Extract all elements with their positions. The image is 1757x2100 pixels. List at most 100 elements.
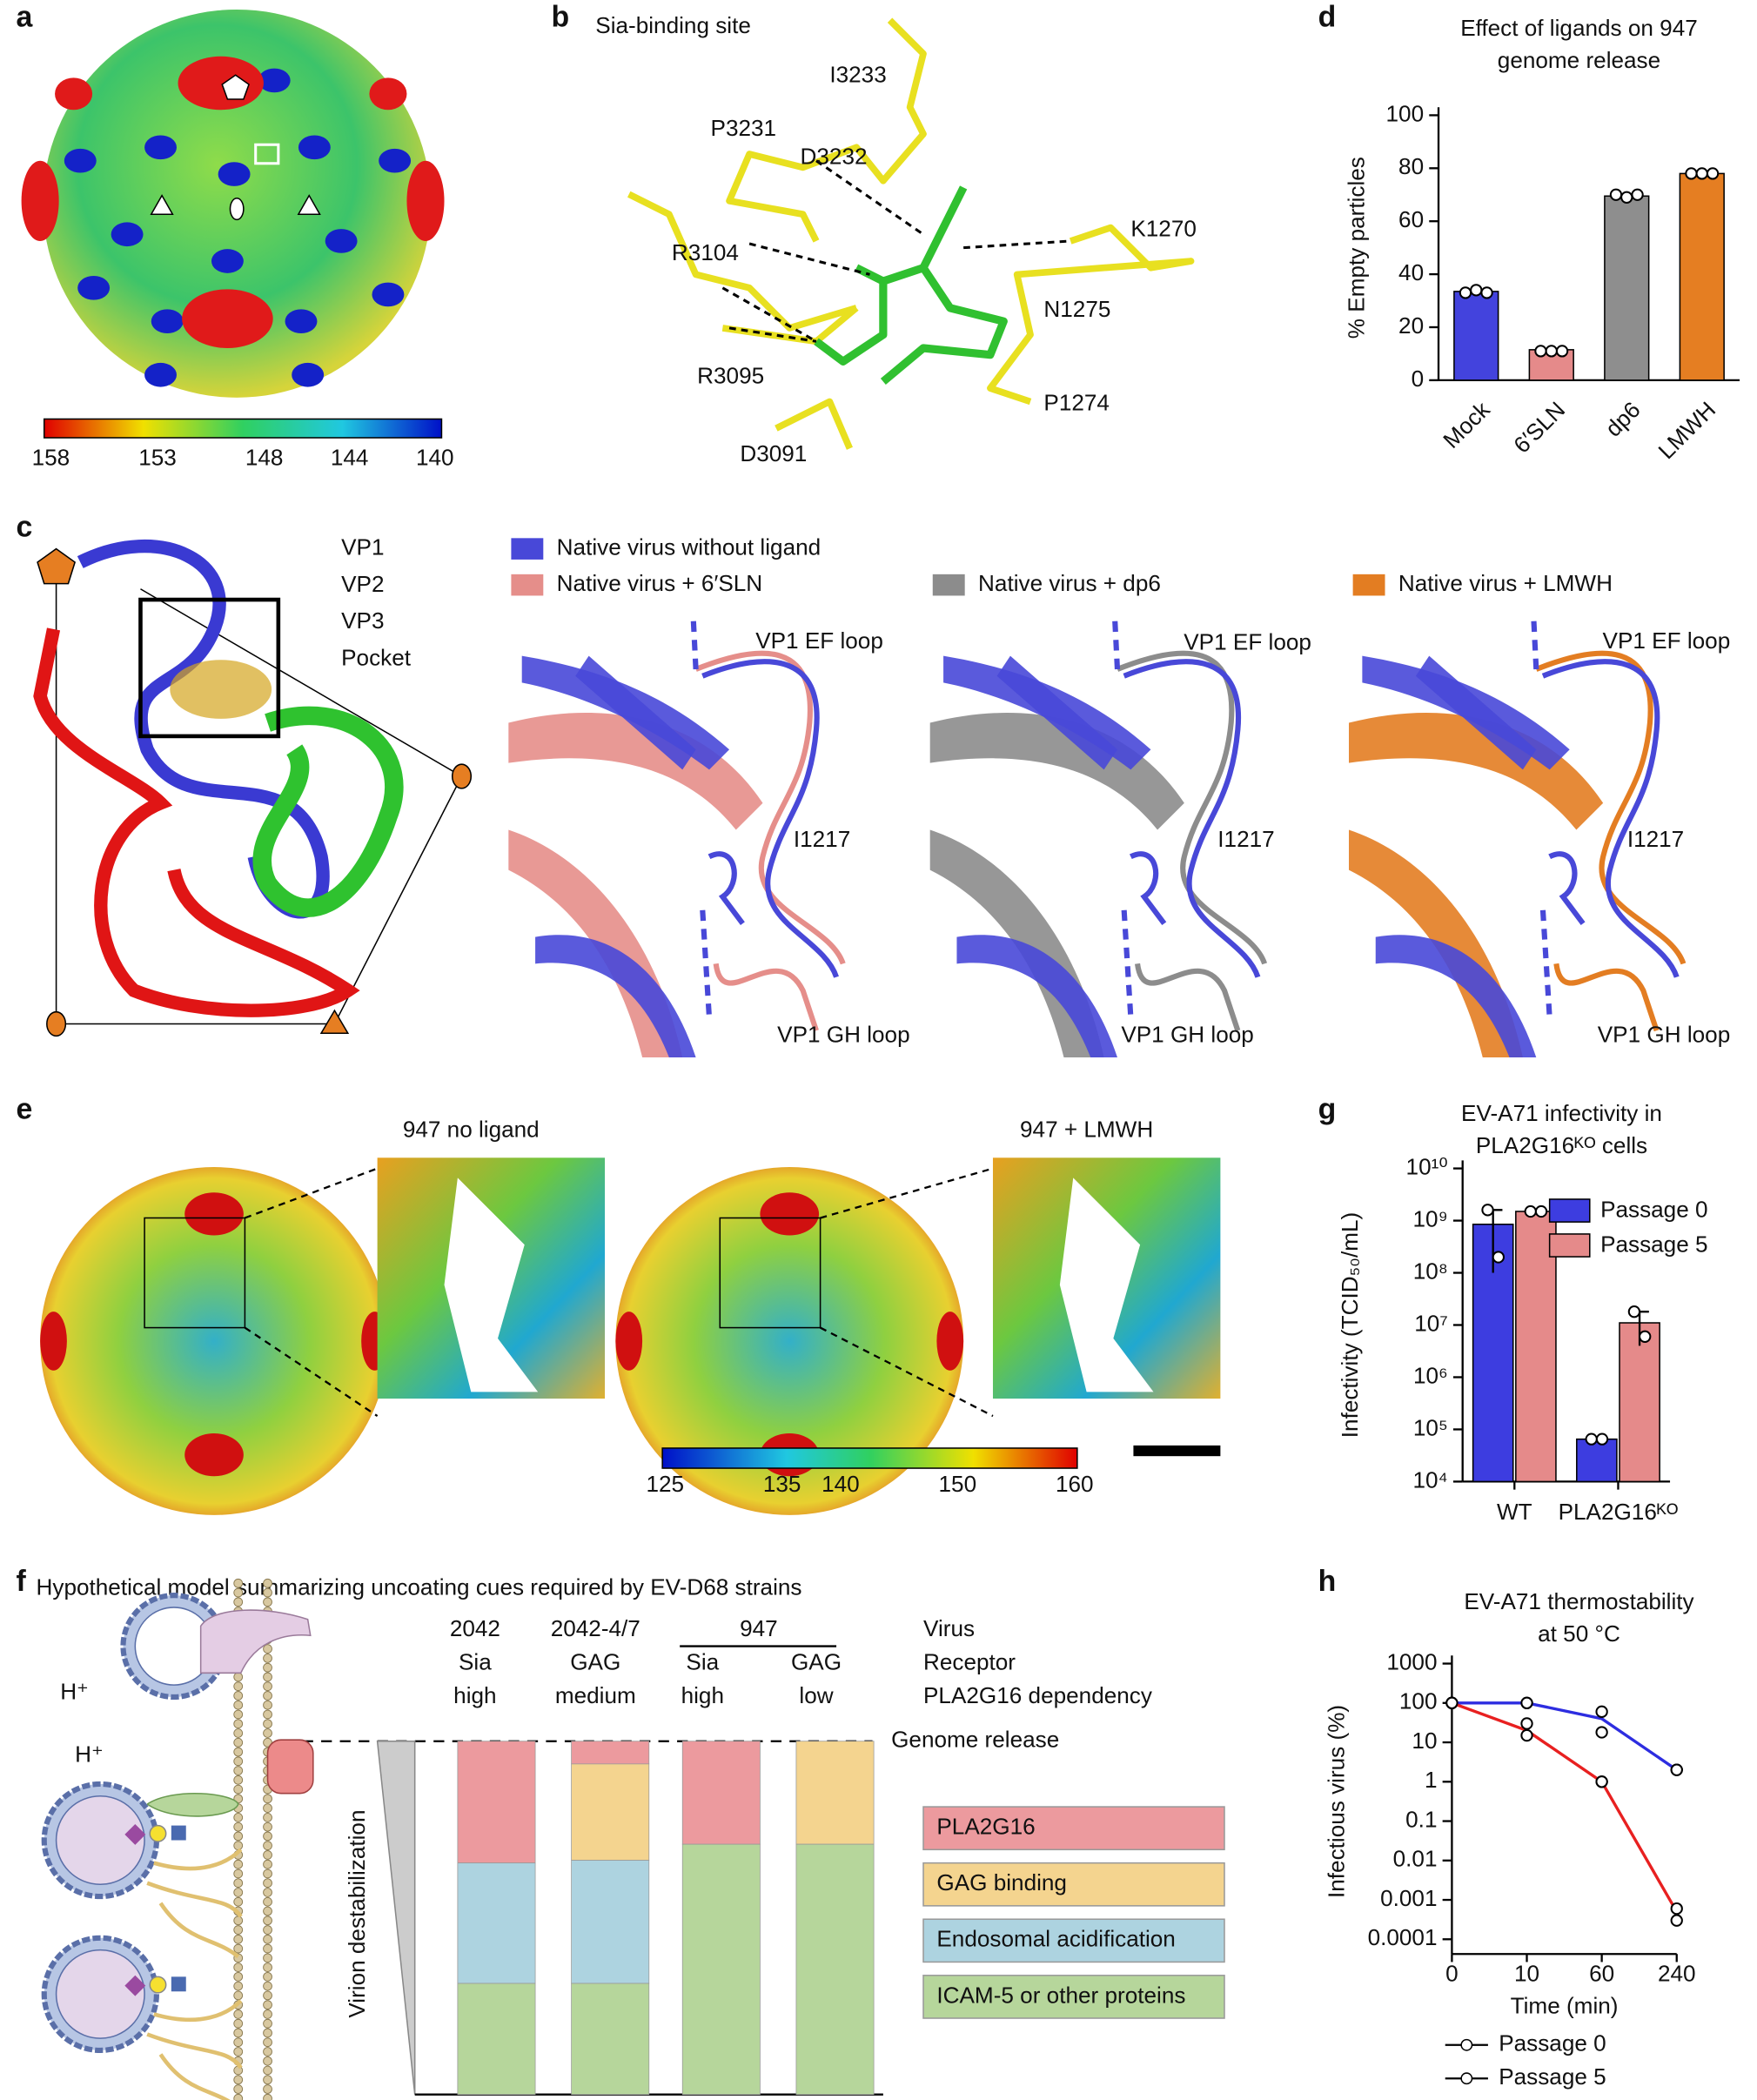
lipid-head	[263, 1859, 272, 1869]
beta-strand	[1415, 655, 1537, 770]
capsid-map	[40, 1167, 388, 1515]
lipid-head	[233, 2028, 244, 2038]
surface-depression	[211, 249, 244, 273]
panel-letter: h	[1318, 1565, 1337, 1598]
legend-label: Native virus + LMWH	[1398, 570, 1613, 596]
chain-label: VP1	[341, 534, 384, 560]
loop-label: VP1 EF loop	[1603, 627, 1731, 654]
panel-title: Sia-binding site	[595, 12, 751, 38]
channel	[1059, 1177, 1154, 1392]
replicate-point	[1595, 1726, 1608, 1739]
y-tick-label: 100	[1399, 1688, 1438, 1714]
cue-segment	[795, 1843, 875, 2096]
replicate-point	[1534, 345, 1547, 358]
surface-protrusion	[406, 160, 445, 241]
lipid-head	[233, 1775, 244, 1785]
lipid-head	[233, 1831, 244, 1842]
structure-overlay	[929, 615, 1268, 1057]
replicate-point	[1595, 1775, 1608, 1788]
legend-swatch	[1548, 1198, 1591, 1223]
y-tick-label: 1	[1425, 1767, 1438, 1793]
legend-label: GAG binding	[936, 1869, 1067, 1895]
loop-coil	[1535, 650, 1687, 965]
series-line	[1452, 1701, 1678, 1772]
beta-strand	[956, 935, 1117, 1057]
virion-core	[55, 1949, 145, 2039]
receptor-label: GAG	[570, 1648, 620, 1674]
lipid-head	[233, 1737, 244, 1748]
chart-title: EV-A71 infectivity in	[1461, 1100, 1662, 1126]
lipid-head	[263, 1850, 272, 1860]
lipid-head	[263, 1719, 272, 1729]
y-axis-label: Infectious virus (%)	[1324, 1705, 1350, 1898]
replicate-point	[1620, 191, 1633, 204]
y-tick-label: 0	[1412, 366, 1425, 392]
threefold-marker	[150, 194, 174, 215]
map-label: 947 no ligand	[403, 1116, 540, 1142]
replicate-point	[1520, 1717, 1533, 1730]
lipid-head	[233, 1587, 244, 1598]
x-tick-label: PLA2G16ᴷᴼ	[1559, 1499, 1679, 1525]
fivefold-density	[615, 1312, 643, 1371]
surface-depression	[285, 309, 318, 334]
lipid-head	[263, 2056, 272, 2066]
colorbar-label: 140	[416, 445, 454, 471]
y-axis-label: Infectivity (TCID₅₀/mL)	[1337, 1212, 1363, 1438]
chain-label: Pocket	[341, 644, 412, 670]
zoom-guide	[244, 1326, 379, 1418]
row-label: Virus	[923, 1615, 975, 1641]
lipid-head	[263, 2084, 272, 2094]
lipid-head	[263, 1981, 272, 1991]
replicate-point	[1524, 1204, 1537, 1218]
legend-marker	[1460, 2072, 1473, 2085]
replicate-point	[1706, 167, 1720, 180]
zoom-guide	[820, 1326, 994, 1418]
lipid-head	[263, 1700, 272, 1710]
pocket	[170, 660, 272, 719]
loop-coil	[713, 963, 819, 1032]
series-line	[1451, 1701, 1679, 1913]
disordered-segment	[1111, 615, 1134, 1018]
lipid-head	[263, 1672, 272, 1682]
lipid-head	[263, 1728, 272, 1738]
lipid-head	[263, 1578, 272, 1588]
zoom-box	[138, 597, 281, 739]
y-tick-label: 80	[1398, 153, 1424, 179]
surface-depression	[144, 362, 177, 387]
lipid-head	[263, 1962, 272, 1972]
chart-title: EV-A71 thermostability	[1464, 1588, 1694, 1614]
lipid-head	[233, 1766, 244, 1775]
fivefold-density	[760, 1192, 820, 1236]
fivefold-marker	[221, 74, 250, 100]
colorbar-label: 144	[331, 445, 369, 471]
replicate-point	[1670, 1763, 1683, 1776]
structure-overlay	[508, 615, 846, 1057]
colorbar-label: 153	[138, 445, 177, 471]
hydrogen-bond	[815, 159, 924, 236]
zoom-box	[719, 1217, 821, 1329]
lipid-head	[263, 1654, 272, 1663]
genome-release-label: Genome release	[891, 1727, 1059, 1753]
hydrogen-bond	[721, 286, 817, 343]
replicate-point	[1609, 188, 1623, 201]
loop-coil	[1553, 963, 1660, 1032]
lipid-head	[263, 1943, 272, 1954]
replicate-point	[1670, 1914, 1683, 1927]
lipid-head	[233, 2047, 244, 2056]
lipid-head	[263, 1644, 272, 1654]
y-tick-label: 10⁷	[1414, 1310, 1448, 1336]
hydrogen-bond	[728, 326, 817, 343]
residue-label: D3232	[801, 144, 868, 170]
loop-coil	[1548, 851, 1586, 926]
loop-coil	[694, 650, 846, 965]
dependency-label: high	[453, 1682, 496, 1708]
receptor-label: GAG	[791, 1648, 842, 1674]
receptor	[199, 1609, 312, 1674]
beta-strand	[575, 655, 696, 770]
y-tick-label: 10⁸	[1413, 1258, 1448, 1284]
map-label: 947 + LMWH	[1020, 1116, 1153, 1142]
residue-label: I3233	[829, 62, 886, 88]
residue-label: I1217	[1627, 826, 1684, 852]
lipid-head	[233, 1859, 244, 1869]
